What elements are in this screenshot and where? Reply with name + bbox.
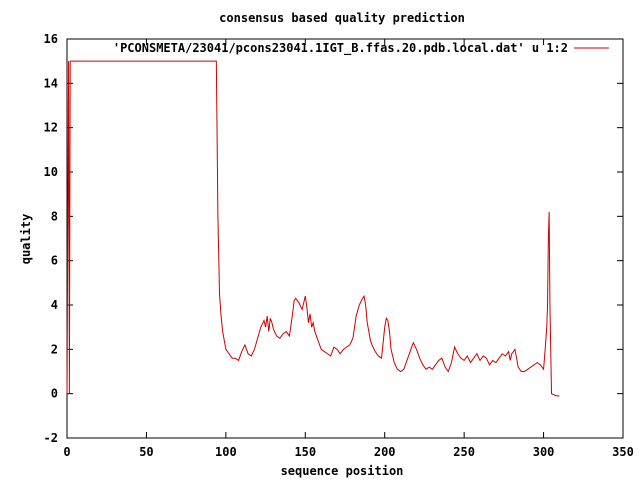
plot-frame	[66, 38, 624, 439]
x-tick-label: 100	[215, 445, 237, 459]
x-tick-label: 300	[533, 445, 555, 459]
y-axis-label: quality	[19, 214, 33, 265]
y-axis: -2 0 2 4 6 8 10 12 14 16	[44, 32, 623, 445]
y-tick-label: 14	[44, 76, 58, 90]
y-tick-label: 4	[51, 298, 58, 312]
x-tick-label: 250	[453, 445, 475, 459]
y-tick-label: 6	[51, 254, 58, 268]
y-tick-label: -2	[44, 431, 58, 445]
x-axis: 0 50 100 150 200 250 300 350	[63, 39, 634, 459]
y-tick-label: 12	[44, 121, 58, 135]
y-tick-label: 0	[51, 387, 58, 401]
y-tick-label: 16	[44, 32, 58, 46]
y-tick-label: 10	[44, 165, 58, 179]
legend-label: 'PCONSMETA/23041/pcons23041.1IGT_B.ffas.…	[113, 41, 568, 56]
series-layer	[66, 60, 560, 397]
y-tick-label: 2	[51, 342, 58, 356]
series-line	[66, 60, 560, 397]
x-tick-label: 50	[139, 445, 153, 459]
y-tick-label: 8	[51, 209, 58, 223]
x-tick-label: 0	[63, 445, 70, 459]
x-axis-label: sequence position	[281, 464, 404, 478]
x-tick-label: 200	[374, 445, 396, 459]
legend: 'PCONSMETA/23041/pcons23041.1IGT_B.ffas.…	[113, 41, 609, 56]
x-tick-label: 350	[612, 445, 634, 459]
chart-title: consensus based quality prediction	[219, 11, 465, 25]
x-tick-label: 150	[294, 445, 316, 459]
